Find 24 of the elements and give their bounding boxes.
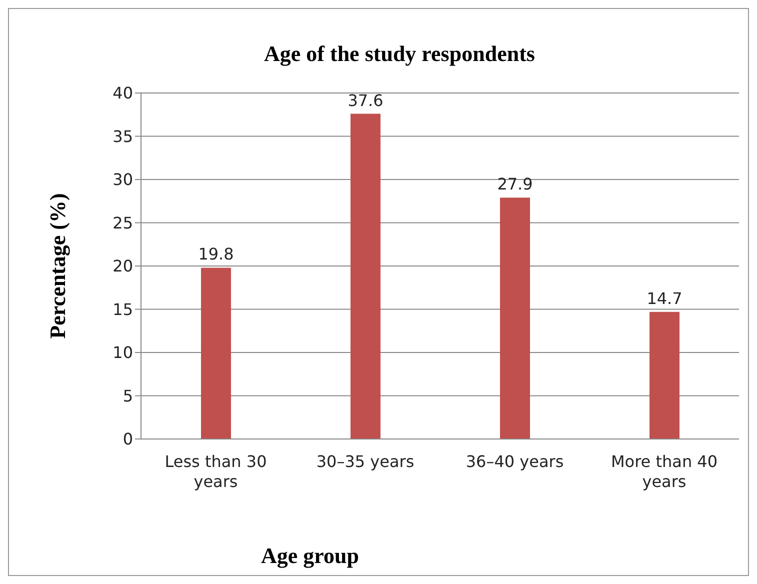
x-tick-label: More than 40 years: [610, 452, 718, 491]
y-tick-label: 25: [112, 213, 133, 232]
y-tick-label: 35: [112, 126, 133, 146]
chart-title: Age of the study respondents: [263, 41, 536, 67]
bar: [350, 114, 380, 439]
x-tick-label: 30–35 years: [316, 452, 414, 471]
data-label: 37.6: [348, 90, 384, 110]
bar: [650, 312, 680, 439]
y-tick-label: 20: [112, 256, 133, 276]
y-tick-label: 5: [122, 386, 133, 406]
y-tick-label: 30: [112, 170, 133, 190]
data-label: 19.8: [198, 244, 234, 264]
data-label: 27.9: [497, 174, 533, 194]
y-axis-title: Percentage (%): [45, 193, 70, 339]
y-tick-label: 10: [112, 343, 133, 362]
y-tick-label: 40: [112, 84, 133, 103]
y-tick-label: 0: [122, 430, 133, 449]
x-axis-title: Age group: [261, 543, 359, 568]
bar: [500, 198, 530, 439]
x-tick-label: Less than 30 years: [164, 452, 267, 491]
data-label: 14.7: [646, 288, 682, 308]
x-tick-label: 36–40 years: [466, 452, 564, 471]
bar: [201, 268, 231, 439]
y-tick-label: 15: [112, 300, 133, 319]
